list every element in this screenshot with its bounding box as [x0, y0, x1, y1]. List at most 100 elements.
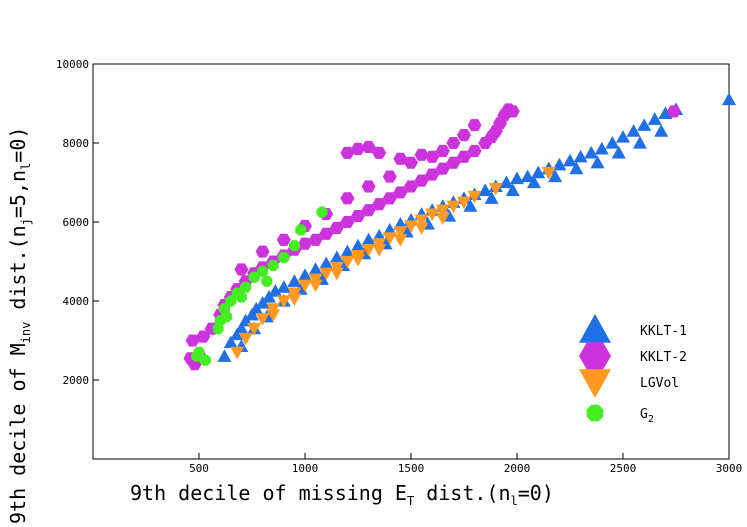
- data-point: [308, 279, 323, 293]
- data-point: [255, 313, 270, 326]
- data-point: [446, 200, 461, 214]
- data-point: [548, 169, 563, 183]
- data-point: [319, 256, 334, 270]
- data-point: [298, 279, 312, 293]
- y-tick-label: 10000: [56, 58, 89, 71]
- data-point: [351, 210, 365, 223]
- data-point: [361, 140, 376, 154]
- data-point: [425, 168, 440, 181]
- data-point: [563, 153, 577, 167]
- data-point: [590, 155, 605, 169]
- data-point: [276, 280, 291, 293]
- data-point: [414, 214, 429, 228]
- data-point: [404, 156, 418, 169]
- data-point: [185, 334, 200, 347]
- data-point: [382, 232, 397, 245]
- legend-label: KKLT-1: [640, 324, 687, 339]
- x-axis-ticks: 500 1000 1500 2000 2500 3000: [189, 453, 742, 475]
- legend-label: G2: [640, 407, 654, 425]
- data-point: [361, 232, 376, 246]
- data-point: [319, 267, 334, 281]
- data-point: [255, 245, 270, 258]
- data-point: [266, 309, 281, 322]
- data-point: [484, 191, 499, 204]
- data-point: [240, 281, 252, 293]
- data-point: [372, 198, 387, 211]
- data-point: [510, 171, 524, 185]
- data-point: [457, 196, 471, 210]
- data-point: [199, 354, 211, 366]
- data-point: [288, 240, 300, 252]
- data-point: [393, 226, 408, 239]
- data-point: [319, 227, 334, 240]
- data-point: [404, 220, 418, 233]
- data-point: [526, 175, 541, 189]
- data-point: [616, 130, 630, 143]
- data-point: [594, 141, 609, 155]
- data-point: [329, 250, 344, 264]
- data-point: [611, 145, 626, 159]
- data-point: [329, 221, 344, 234]
- legend-marker-lgvol: [579, 369, 611, 398]
- data-point: [196, 330, 211, 343]
- data-point: [351, 253, 365, 267]
- data-point: [414, 222, 429, 235]
- data-point: [446, 136, 461, 150]
- data-point: [316, 206, 328, 218]
- data-point: [372, 244, 387, 257]
- data-point: [340, 215, 355, 229]
- data-point: [446, 156, 461, 169]
- x-tick-label: 500: [189, 462, 209, 475]
- plot-frame: [92, 63, 730, 460]
- data-point: [361, 204, 376, 217]
- data-point: [666, 105, 681, 118]
- data-point: [234, 321, 249, 335]
- data-point: [382, 192, 397, 205]
- data-point: [295, 224, 307, 236]
- data-point: [230, 346, 245, 360]
- data-point: [235, 291, 247, 303]
- data-point: [531, 165, 546, 179]
- data-point: [637, 118, 652, 131]
- data-point: [340, 146, 355, 159]
- data-point: [287, 274, 302, 287]
- data-point: [552, 157, 567, 171]
- data-point: [287, 293, 302, 307]
- data-point: [298, 237, 312, 250]
- data-point: [340, 244, 355, 258]
- y-axis-title: 9th decile of Minv dist.(nj=5,nl=0): [6, 127, 33, 524]
- data-point: [393, 234, 408, 247]
- data-point: [351, 238, 365, 252]
- data-point: [268, 284, 283, 297]
- data-point: [278, 252, 290, 264]
- legend-marker-g2: [586, 404, 604, 422]
- data-point: [267, 259, 279, 271]
- data-point: [435, 212, 450, 226]
- data-point: [505, 105, 520, 118]
- data-point: [261, 275, 273, 287]
- y-tick-label: 2000: [63, 374, 90, 387]
- data-points: [183, 92, 736, 371]
- y-tick-label: 8000: [63, 137, 90, 150]
- data-point: [257, 265, 269, 277]
- series-kklt-1: [217, 92, 736, 362]
- data-point: [435, 144, 450, 157]
- data-point: [276, 233, 291, 246]
- legend-marker-kklt-1: [579, 314, 611, 343]
- data-point: [308, 233, 323, 246]
- data-point: [605, 136, 620, 149]
- data-point: [488, 182, 503, 196]
- data-point: [467, 119, 482, 132]
- data-point: [425, 208, 440, 222]
- data-point: [414, 148, 429, 161]
- data-point: [435, 204, 450, 218]
- data-point: [340, 192, 355, 205]
- data-point: [393, 186, 408, 199]
- data-point: [425, 150, 440, 163]
- series-lgvol: [230, 167, 556, 360]
- data-point: [499, 175, 514, 189]
- data-point: [478, 183, 493, 196]
- data-point: [541, 167, 556, 180]
- data-point: [457, 150, 471, 163]
- data-point: [722, 92, 736, 106]
